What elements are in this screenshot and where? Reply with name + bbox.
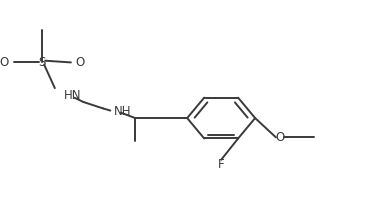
Text: NH: NH bbox=[114, 105, 131, 118]
Text: F: F bbox=[218, 158, 224, 171]
Text: O: O bbox=[75, 56, 85, 69]
Text: O: O bbox=[0, 56, 8, 69]
Text: O: O bbox=[276, 131, 285, 144]
Text: S: S bbox=[39, 56, 46, 69]
Text: HN: HN bbox=[64, 89, 81, 102]
